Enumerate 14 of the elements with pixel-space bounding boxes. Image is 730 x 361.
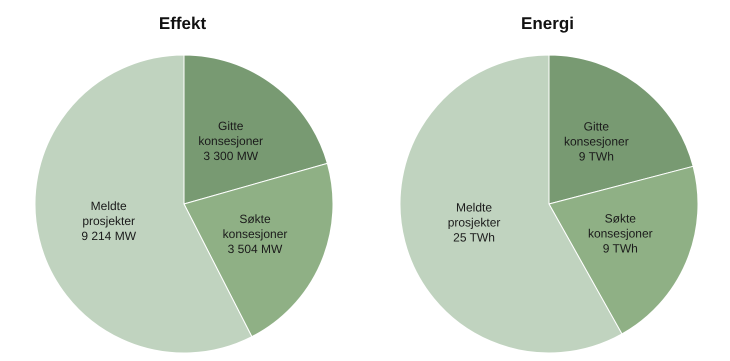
slice-label: Gitte konsesjoner xyxy=(198,119,264,148)
data-label: 25 TWh xyxy=(453,230,495,245)
data-label: 9 TWh xyxy=(602,241,638,256)
data-label: 3 300 MW xyxy=(203,149,259,164)
data-label: 3 504 MW xyxy=(228,242,284,256)
data-label: 9 TWh xyxy=(578,150,614,164)
data-label: 9 214 MW xyxy=(81,229,137,244)
slice-label: Søkte konsesjoner xyxy=(588,211,653,240)
slice-label: Gitte konsesjoner xyxy=(564,120,629,149)
slice-label: Meldte prosjekter xyxy=(448,200,500,230)
chart-title: Energi xyxy=(520,14,575,34)
chart-title: Effekt xyxy=(158,14,208,34)
slice-label: Meldte prosjekter xyxy=(82,199,136,228)
slice-label: Søkte konsesjoner xyxy=(222,212,288,242)
